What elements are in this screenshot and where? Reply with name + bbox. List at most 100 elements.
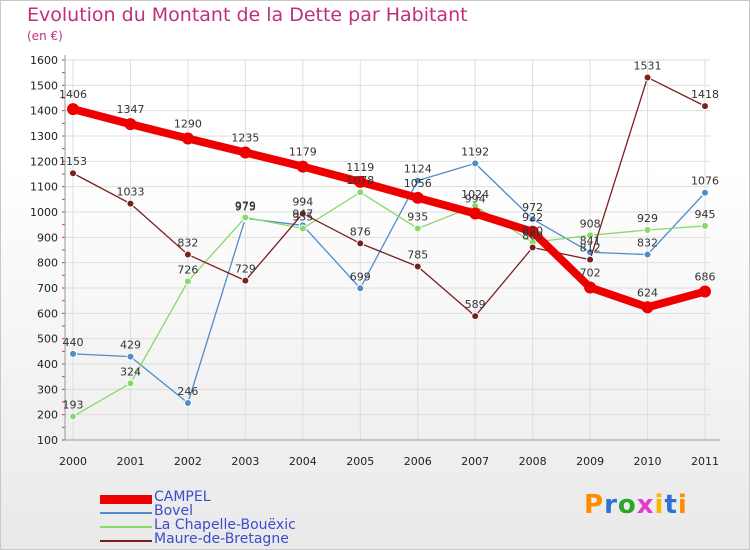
data-point	[586, 255, 595, 264]
data-label: 922	[522, 211, 543, 224]
data-point	[699, 285, 711, 298]
data-point	[643, 225, 652, 234]
legend-swatch	[100, 512, 152, 514]
data-point	[241, 213, 250, 222]
data-label: 1418	[691, 88, 719, 101]
data-label: 945	[695, 208, 716, 221]
data-label: 324	[120, 365, 141, 378]
data-label: 1033	[116, 186, 144, 199]
data-point	[413, 262, 422, 271]
data-label: 1347	[116, 103, 144, 116]
data-label: 440	[63, 336, 84, 349]
data-label: 429	[120, 339, 141, 352]
data-label: 994	[465, 193, 486, 206]
data-point	[701, 188, 709, 197]
data-label: 860	[522, 229, 543, 242]
data-label: 935	[407, 210, 428, 223]
legend-label: Bovel	[154, 503, 193, 519]
data-label: 979	[235, 199, 256, 212]
data-point	[241, 276, 250, 285]
x-tick-label: 2002	[174, 455, 202, 468]
y-tick-label: 1000	[30, 206, 58, 219]
data-point	[586, 231, 595, 240]
data-label: 880	[522, 224, 543, 237]
data-point	[181, 132, 194, 145]
y-tick-label: 400	[37, 358, 58, 371]
y-tick-label: 1500	[30, 79, 58, 92]
proxiti-logo: Proxiti	[584, 490, 688, 520]
data-label: 729	[235, 263, 256, 276]
data-label: 785	[407, 248, 428, 261]
y-tick-label: 800	[37, 257, 58, 270]
legend-label: Maure-de-Bretagne	[154, 531, 289, 547]
data-point	[471, 312, 480, 321]
data-label: 726	[177, 263, 198, 276]
data-label: 1119	[346, 161, 374, 174]
data-label: 1076	[691, 175, 719, 188]
data-label: 1078	[346, 174, 374, 187]
y-tick-label: 700	[37, 282, 58, 295]
legend-swatch	[100, 540, 152, 542]
data-point	[643, 73, 652, 82]
data-point	[701, 221, 709, 230]
data-point	[469, 207, 482, 220]
y-tick-label: 1400	[30, 105, 58, 118]
data-label: 876	[350, 225, 371, 238]
y-tick-label: 600	[37, 307, 58, 320]
y-tick-label: 1200	[30, 155, 58, 168]
data-label: 699	[350, 270, 371, 283]
data-point	[356, 284, 365, 293]
x-tick-label: 2011	[691, 455, 719, 468]
x-tick-label: 2005	[346, 455, 374, 468]
data-point	[183, 250, 192, 259]
legend-swatch	[100, 526, 152, 528]
legend-label: La Chapelle-Bouëxic	[154, 517, 296, 533]
data-label: 624	[637, 286, 658, 299]
data-label: 1192	[461, 145, 489, 158]
data-label: 947	[292, 207, 313, 220]
x-tick-label: 2003	[231, 455, 259, 468]
series-line-bovel	[72, 162, 706, 404]
data-point	[298, 224, 307, 233]
chart-title: Evolution du Montant de la Dette par Hab…	[27, 4, 468, 26]
data-point	[641, 301, 654, 314]
y-tick-label: 500	[37, 333, 58, 346]
data-label: 812	[580, 242, 601, 255]
data-point	[356, 239, 365, 248]
data-label: 1531	[634, 59, 662, 72]
data-label: 1406	[59, 88, 87, 101]
x-tick-label: 2006	[404, 455, 432, 468]
y-tick-label: 1300	[30, 130, 58, 143]
data-label: 832	[177, 237, 198, 250]
data-label: 193	[63, 398, 84, 411]
data-point	[471, 159, 480, 168]
legend-swatch	[100, 494, 152, 504]
data-point	[584, 281, 597, 294]
data-label: 1235	[231, 131, 259, 144]
data-point	[183, 399, 192, 408]
data-point	[528, 215, 537, 224]
x-tick-label: 2009	[576, 455, 604, 468]
data-point	[701, 102, 709, 111]
data-label: 908	[580, 217, 601, 230]
data-point	[413, 224, 422, 233]
data-label: 1179	[289, 146, 317, 159]
data-point	[239, 146, 252, 159]
data-point	[126, 199, 135, 208]
data-label: 841	[580, 234, 601, 247]
y-tick-label: 1600	[30, 54, 58, 67]
data-point	[69, 412, 77, 421]
data-point	[296, 160, 309, 173]
chart-unit-label: (en €)	[27, 29, 63, 43]
data-point	[643, 250, 652, 259]
data-label: 975	[235, 200, 256, 213]
data-label: 1024	[461, 188, 489, 201]
series-line-campel	[69, 105, 709, 312]
data-label: 686	[695, 271, 716, 284]
legend-label: CAMPEL	[154, 489, 211, 505]
x-tick-label: 2007	[461, 455, 489, 468]
y-tick-label: 100	[37, 434, 58, 447]
data-point	[126, 352, 135, 361]
